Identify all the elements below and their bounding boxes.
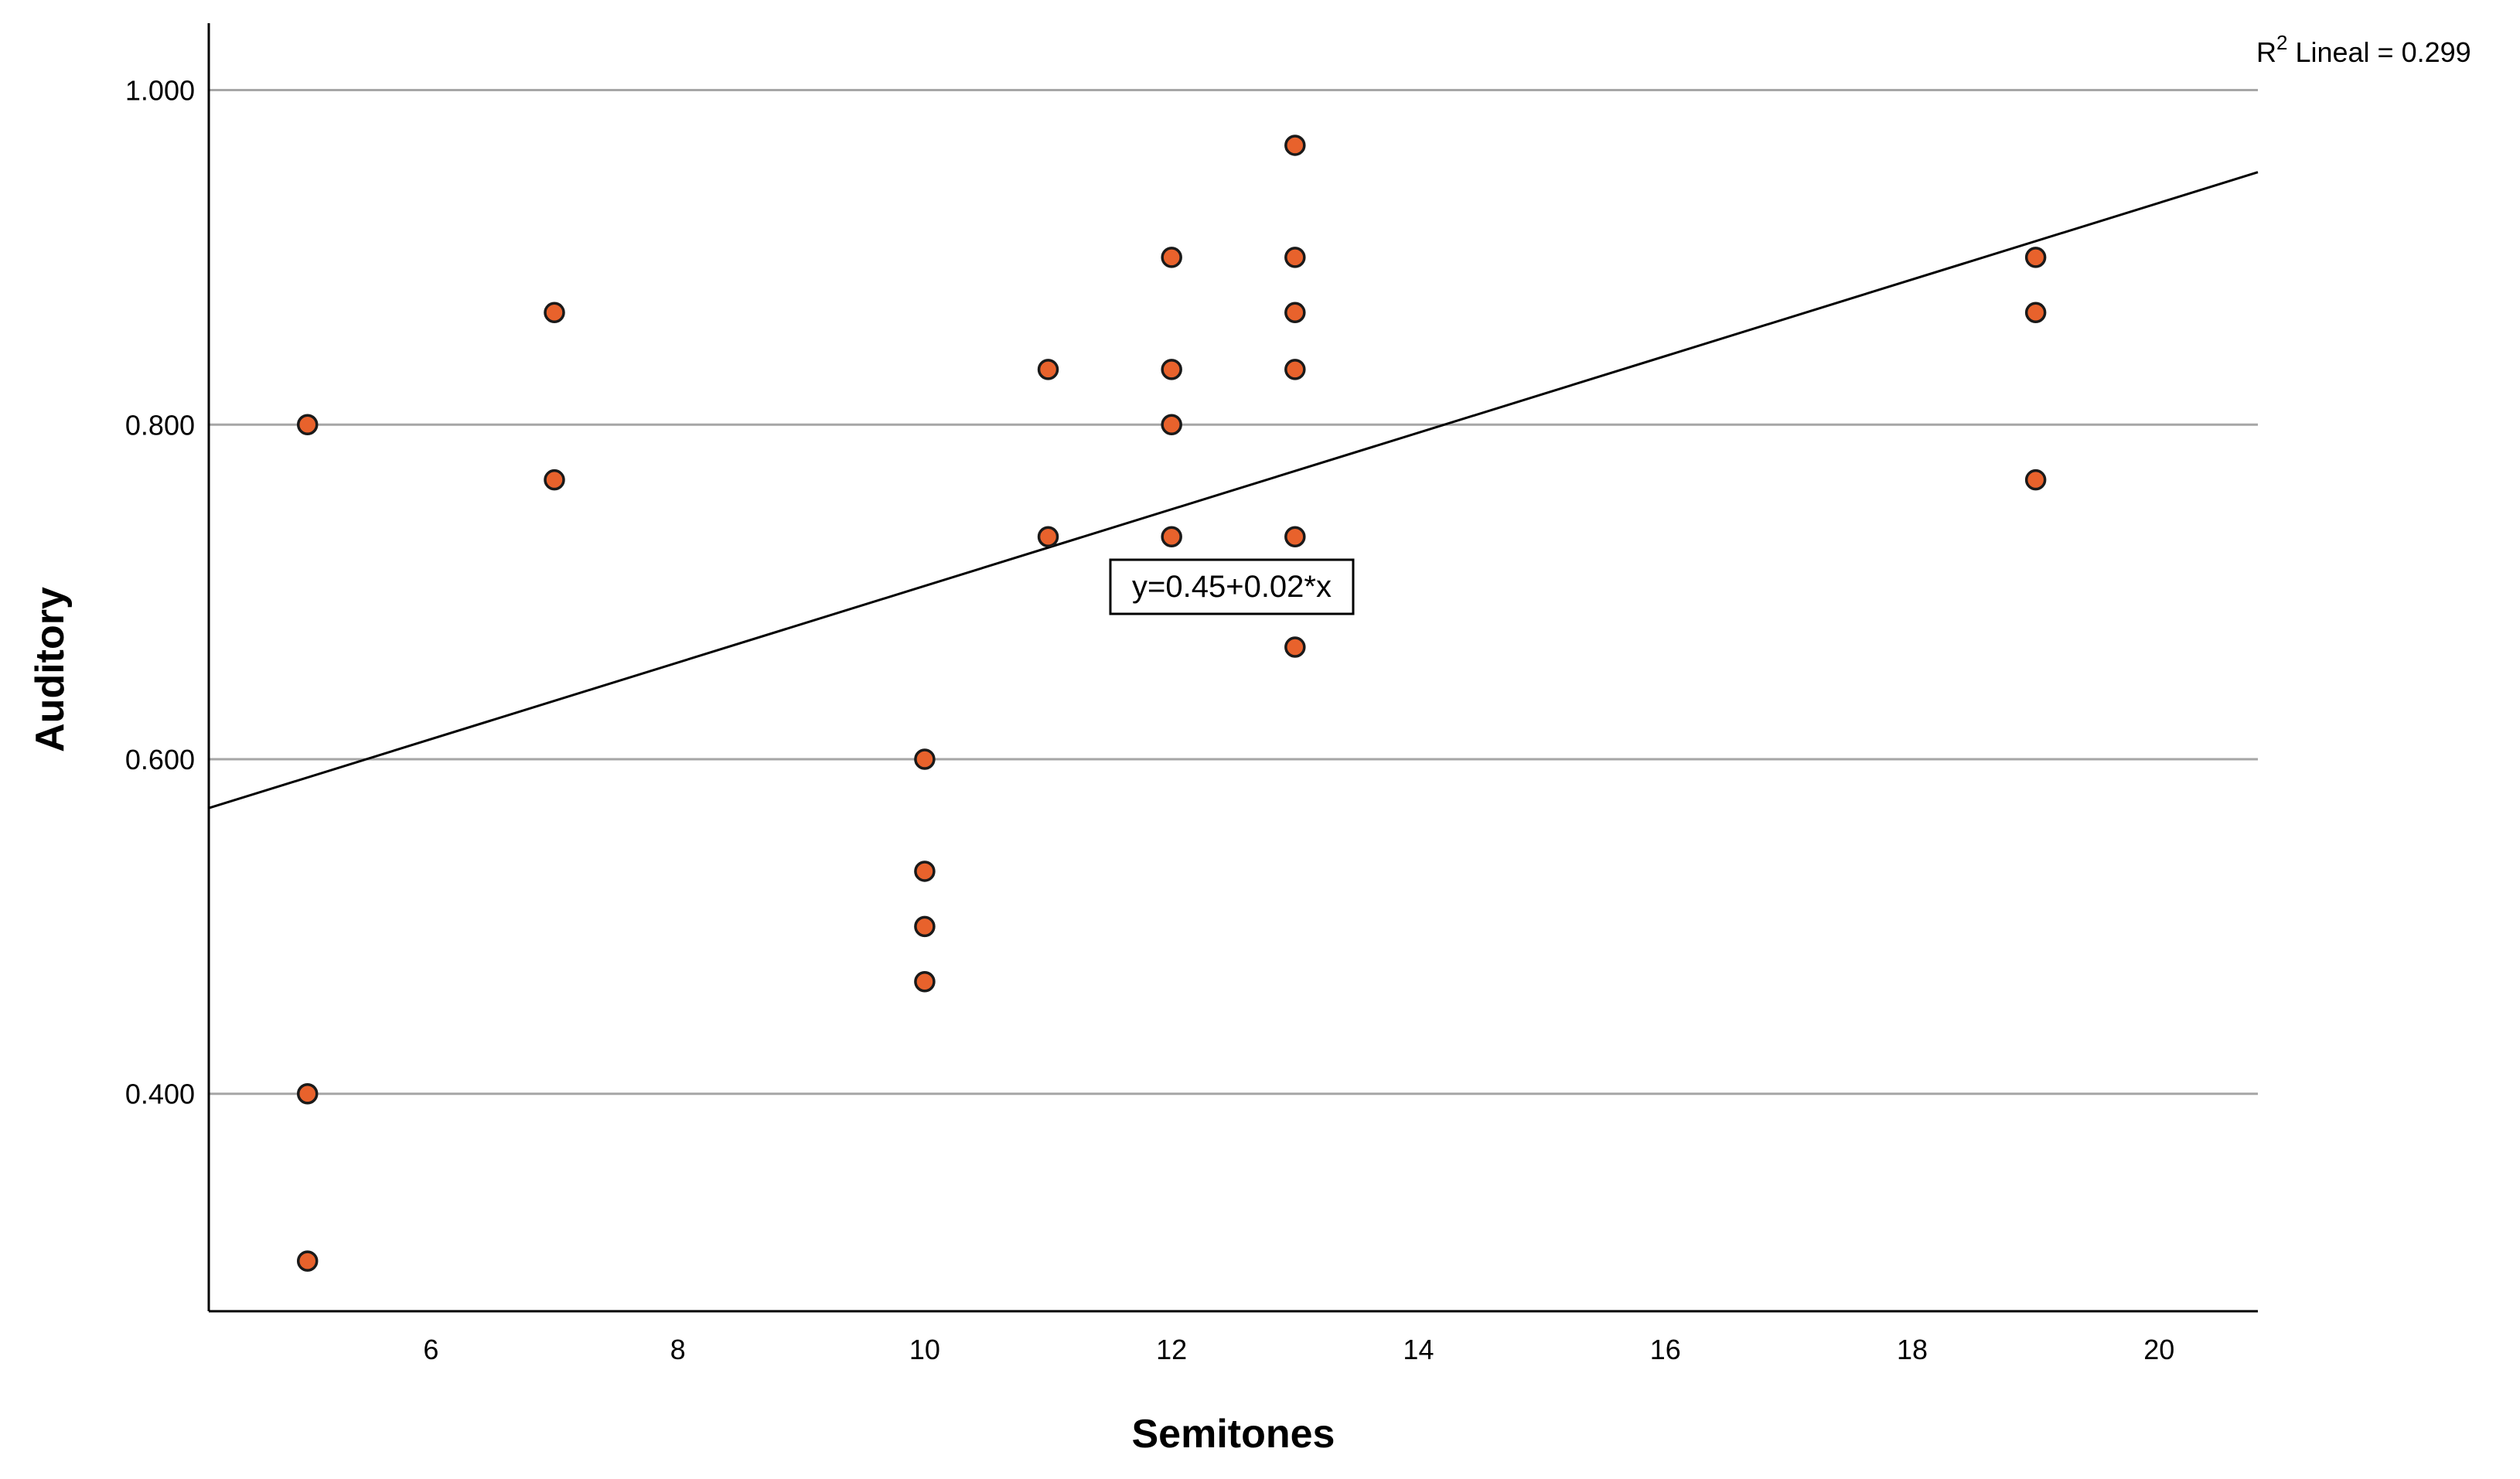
data-point (914, 860, 936, 882)
x-axis-title: Semitones (1132, 1412, 1335, 1457)
y-tick-label: 0.400 (125, 1079, 195, 1110)
data-point (1037, 359, 1059, 380)
data-point (1284, 247, 1306, 268)
data-point (1161, 526, 1182, 547)
equation-annotation: y=0.45+0.02*x (1109, 558, 1355, 615)
y-axis-title: Auditory (28, 587, 73, 752)
y-tick-labels: 0.400 0.600 0.800 1.000 (125, 75, 195, 1110)
data-points (296, 135, 2047, 1272)
data-point (2024, 469, 2047, 491)
y-tick-label: 0.600 (125, 744, 195, 775)
data-point (1161, 247, 1182, 268)
x-tick-label: 10 (909, 1334, 940, 1365)
data-point (1161, 414, 1182, 436)
regression-line (208, 171, 2259, 809)
data-point (1284, 359, 1306, 380)
data-point (544, 469, 565, 491)
data-point (296, 414, 319, 436)
gridlines (209, 89, 2258, 1096)
data-point (914, 915, 936, 938)
data-point (296, 1082, 319, 1105)
r2-label: R2 Lineal = 0.299 (2256, 31, 2471, 68)
data-point (1284, 135, 1306, 156)
data-point (1284, 636, 1306, 658)
x-tick-label: 12 (1156, 1334, 1187, 1365)
x-tick-labels: 6 8 10 12 14 16 18 20 (423, 1334, 2174, 1365)
x-tick-label: 16 (1650, 1334, 1681, 1365)
data-point (544, 302, 565, 324)
data-point (914, 971, 936, 993)
equation-box (1109, 558, 1355, 615)
x-tick-label: 14 (1403, 1334, 1434, 1365)
x-tick-label: 20 (2143, 1334, 2174, 1365)
r2-superscript: 2 (2276, 31, 2287, 54)
x-tick-label: 6 (423, 1334, 438, 1365)
equation-label: y=0.45+0.02*x (1132, 570, 1332, 604)
data-point (1284, 302, 1306, 324)
axes (207, 23, 2258, 1313)
data-point (2024, 247, 2047, 268)
r2-value: Lineal = 0.299 (2287, 36, 2471, 68)
data-point (1037, 526, 1059, 547)
y-tick-label: 0.800 (125, 409, 195, 441)
fit-line-group (208, 171, 2259, 809)
data-point (1284, 526, 1306, 547)
data-point (2024, 302, 2047, 324)
data-point (914, 748, 936, 770)
x-tick-label: 8 (670, 1334, 686, 1365)
data-point (1161, 359, 1182, 380)
x-tick-label: 18 (1897, 1334, 1928, 1365)
data-point (296, 1250, 319, 1272)
y-tick-label: 1.000 (125, 75, 195, 107)
r2-prefix: R (2256, 36, 2276, 68)
